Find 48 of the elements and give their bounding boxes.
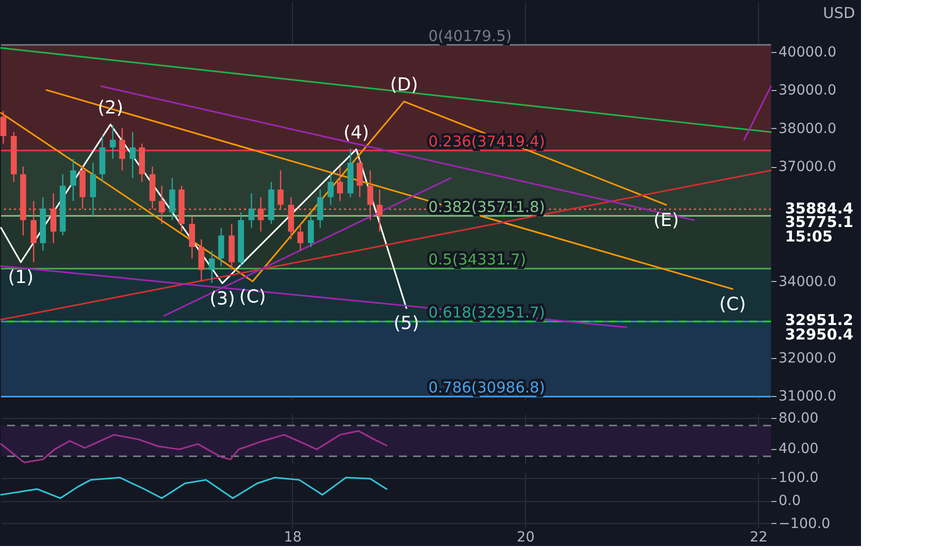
candlestick bbox=[110, 124, 116, 160]
y-tick-label: 39000.0 bbox=[778, 82, 836, 99]
y-tick-label: 80.00 bbox=[778, 410, 819, 426]
candlestick bbox=[328, 174, 334, 206]
line-series bbox=[0, 430, 388, 464]
ref-line-label: 0(40179.5) bbox=[428, 26, 512, 45]
y-tick-label: 37000.0 bbox=[778, 159, 836, 176]
annotation: (5) bbox=[394, 313, 420, 334]
candlestick bbox=[218, 227, 224, 267]
x-tick-label: 20 bbox=[516, 530, 535, 546]
text: USD bbox=[823, 4, 856, 22]
y-tick-label: 34000.0 bbox=[778, 274, 836, 290]
y-tick-label: 31000.0 bbox=[778, 388, 836, 405]
annotation: (3) bbox=[210, 288, 236, 310]
candlestick bbox=[70, 158, 76, 202]
candlestick bbox=[208, 250, 215, 284]
candlestick bbox=[248, 192, 254, 228]
y-tick-label: 100.0 bbox=[778, 470, 819, 486]
y-tick-label: 38000.0 bbox=[778, 120, 836, 137]
annotation: (D) bbox=[390, 74, 418, 96]
candlestick bbox=[169, 177, 176, 221]
candlestick bbox=[119, 128, 126, 171]
annotation: (1) bbox=[8, 267, 34, 288]
candlestick bbox=[317, 188, 324, 228]
candlestick bbox=[130, 132, 136, 179]
annotation: (E) bbox=[653, 210, 679, 231]
ref-line-label: 0.5(34331.7) bbox=[428, 250, 526, 269]
candlestick bbox=[198, 238, 204, 282]
x-tick-label: 22 bbox=[750, 530, 768, 546]
y-tick-label: 0.0 bbox=[778, 493, 801, 509]
line-series bbox=[0, 476, 388, 500]
candlestick bbox=[356, 158, 363, 198]
y-tick-label: −100.0 bbox=[778, 516, 830, 532]
y-tick-label: 32000.0 bbox=[778, 350, 836, 366]
annotation: (4) bbox=[344, 122, 370, 144]
candlestick bbox=[189, 216, 196, 260]
y-tick-label: 40000.0 bbox=[778, 44, 836, 60]
candlestick bbox=[336, 166, 343, 202]
candlestick bbox=[308, 212, 314, 248]
candlestick bbox=[0, 110, 6, 144]
y-tick-label: 40.00 bbox=[778, 441, 819, 458]
candlestick bbox=[297, 223, 304, 252]
ref-line-label: 0.786(30986.8) bbox=[428, 378, 546, 397]
candlestick bbox=[90, 162, 96, 217]
line-series bbox=[0, 124, 408, 309]
annotation: (C) bbox=[719, 294, 746, 316]
annotation: (C) bbox=[239, 286, 266, 308]
x-tick-label: 18 bbox=[284, 530, 302, 546]
